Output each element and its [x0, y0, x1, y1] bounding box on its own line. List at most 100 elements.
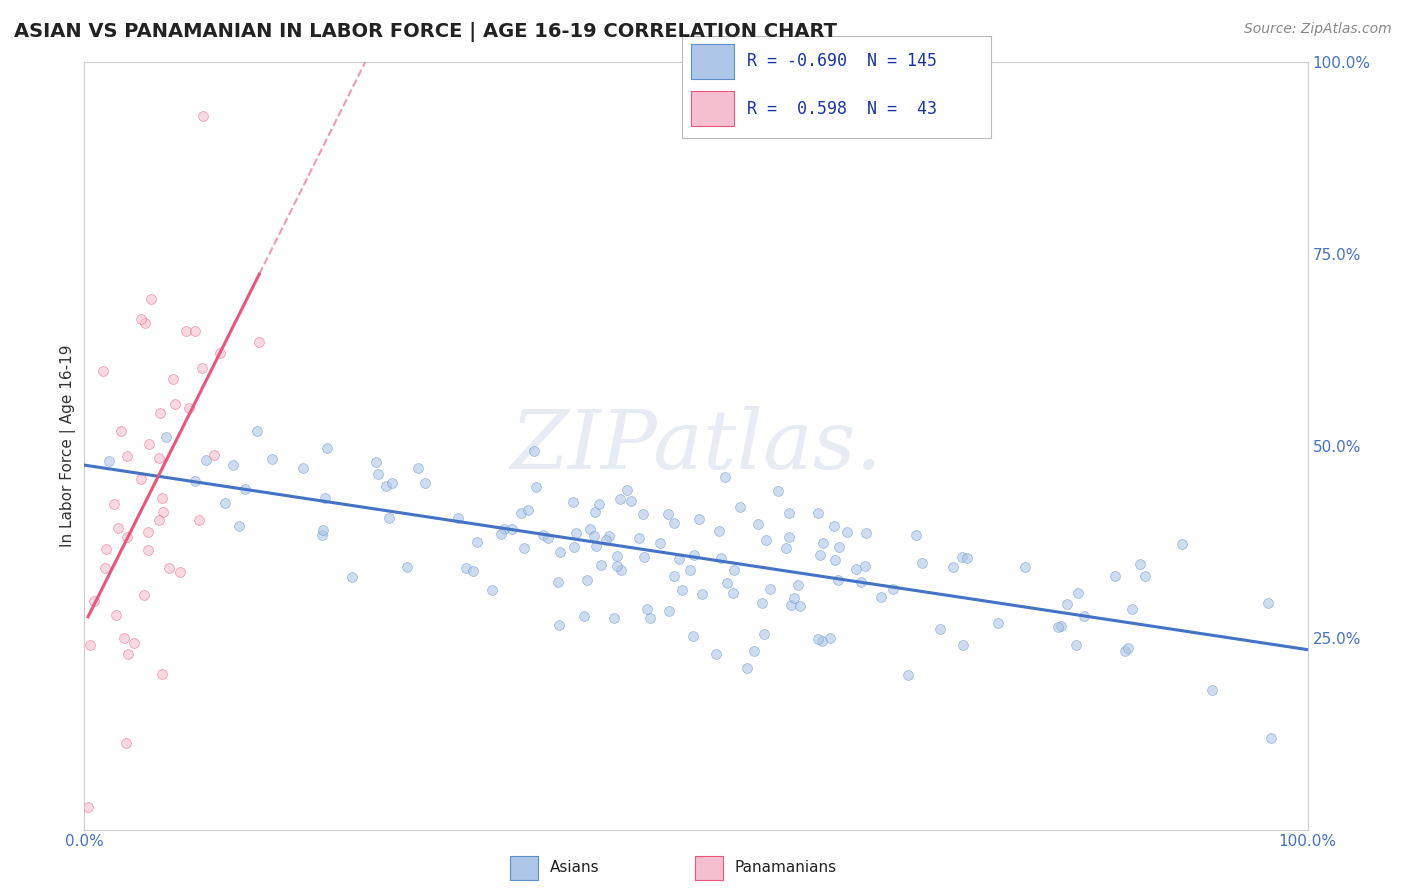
Point [616, 483, 638, 497]
Point [789, 599, 811, 614]
Text: R = -0.690  N = 145: R = -0.690 N = 145 [747, 53, 936, 70]
Point [709, 524, 731, 538]
Point [314, 491, 336, 505]
Point [942, 560, 965, 574]
Point [510, 507, 533, 521]
Point [807, 632, 830, 646]
Point [481, 583, 503, 598]
Point [548, 618, 571, 632]
Point [446, 510, 468, 524]
Point [688, 512, 710, 526]
Point [1129, 558, 1152, 572]
Point [668, 551, 690, 566]
Point [110, 424, 132, 438]
Point [662, 568, 685, 582]
Point [827, 573, 849, 587]
Point [1116, 640, 1139, 655]
Point [315, 441, 337, 455]
Point [1066, 586, 1088, 600]
Point [138, 437, 160, 451]
Point [516, 503, 538, 517]
Point [628, 531, 651, 545]
Point [897, 667, 920, 681]
Point [987, 615, 1010, 630]
Point [492, 522, 515, 536]
Point [589, 558, 612, 573]
Point [1114, 644, 1136, 658]
Point [723, 563, 745, 577]
Point [582, 528, 605, 542]
Point [742, 644, 765, 658]
Point [184, 324, 207, 338]
Point [682, 629, 704, 643]
Point [104, 608, 127, 623]
Point [768, 484, 790, 499]
Point [690, 586, 713, 600]
Point [603, 610, 626, 624]
Point [565, 525, 588, 540]
Point [1133, 569, 1156, 583]
Point [807, 507, 830, 521]
Point [1260, 731, 1282, 745]
Point [395, 560, 418, 574]
Point [911, 556, 934, 570]
Point [132, 588, 155, 602]
Point [367, 467, 389, 481]
Point [904, 528, 927, 542]
Point [364, 455, 387, 469]
Point [714, 469, 737, 483]
Point [576, 573, 599, 587]
Point [928, 622, 950, 636]
Point [1050, 618, 1073, 632]
Point [292, 461, 315, 475]
Point [637, 602, 659, 616]
Point [679, 563, 702, 577]
Point [835, 524, 858, 539]
Point [579, 522, 602, 536]
Point [513, 541, 536, 556]
Point [1257, 596, 1279, 610]
Point [117, 647, 139, 661]
Y-axis label: In Labor Force | Age 16-19: In Labor Force | Age 16-19 [60, 344, 76, 548]
Point [810, 634, 832, 648]
Point [374, 479, 396, 493]
Point [195, 453, 218, 467]
Point [662, 516, 685, 530]
Point [260, 452, 283, 467]
Point [606, 558, 628, 573]
Point [150, 666, 173, 681]
Point [1104, 569, 1126, 583]
Point [193, 109, 215, 123]
Point [340, 570, 363, 584]
Point [124, 636, 146, 650]
Point [620, 493, 643, 508]
Point [501, 522, 523, 536]
Point [155, 430, 177, 444]
Point [190, 361, 212, 376]
Point [735, 661, 758, 675]
Point [755, 533, 778, 547]
Point [780, 599, 803, 613]
Point [456, 561, 478, 575]
Text: Asians: Asians [550, 861, 599, 875]
Point [595, 533, 617, 547]
Point [1171, 537, 1194, 551]
Point [149, 407, 172, 421]
Point [152, 505, 174, 519]
Point [169, 565, 191, 579]
Point [531, 528, 554, 542]
Point [820, 631, 842, 645]
Point [150, 491, 173, 505]
Point [956, 550, 979, 565]
Point [228, 518, 250, 533]
Point [96, 542, 118, 557]
Point [588, 497, 610, 511]
Point [721, 586, 744, 600]
Point [952, 638, 974, 652]
Point [77, 799, 100, 814]
Point [775, 541, 797, 556]
Point [202, 448, 225, 462]
Point [129, 312, 152, 326]
Point [136, 542, 159, 557]
Point [585, 540, 607, 554]
